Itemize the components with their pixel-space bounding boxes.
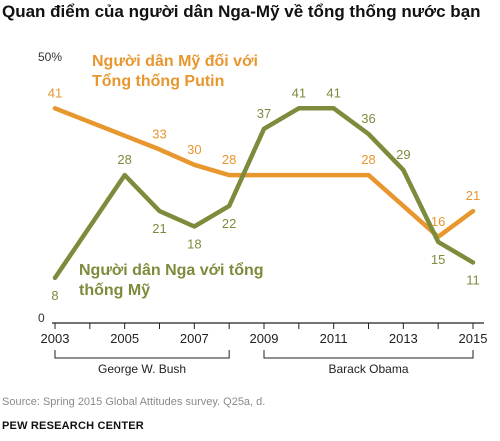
data-label: 21 (466, 188, 480, 203)
series-label-russians-on-us-president: Người dân Nga với tổng thống Mỹ (79, 261, 264, 301)
data-label: 41 (326, 85, 340, 100)
data-label: 30 (187, 142, 201, 157)
presidency-bracket (263, 350, 474, 359)
series-label-line: Người dân Mỹ đối với (92, 53, 258, 70)
presidency-label: George W. Bush (98, 362, 186, 376)
data-label: 28 (117, 152, 131, 167)
axes: 50% 0 2003 2005 2007 2009 2011 2013 2015 (38, 50, 487, 346)
data-label: 41 (292, 85, 306, 100)
y-axis-zero-label: 0 (38, 311, 45, 325)
data-label: 36 (361, 111, 375, 126)
data-label: 15 (431, 252, 445, 267)
source-note: Source: Spring 2015 Global Attitudes sur… (2, 396, 266, 408)
data-label: 28 (222, 152, 236, 167)
data-label: 16 (431, 214, 445, 229)
x-tick-label: 2015 (459, 331, 488, 346)
data-label: 37 (257, 106, 271, 121)
series-lines (52, 106, 476, 281)
x-tick-label: 2005 (110, 331, 139, 346)
series-line (52, 106, 476, 281)
data-label: 33 (152, 126, 166, 141)
data-label: 41 (48, 85, 62, 100)
presidency-brackets: George W. Bush Barack Obama (54, 350, 474, 376)
data-label: 11 (466, 272, 480, 287)
data-label: 18 (187, 236, 201, 251)
x-tick-label: 2011 (320, 331, 348, 346)
presidency-label: Barack Obama (328, 362, 408, 376)
data-label: 29 (396, 147, 410, 162)
series-label-us-on-putin: Người dân Mỹ đối với Tổng thống Putin (92, 52, 258, 92)
data-label: 21 (152, 221, 166, 236)
chart-title: Quan điểm của người dân Nga-Mỹ về tổng t… (2, 2, 481, 21)
x-tick-label: 2003 (41, 331, 70, 346)
series-label-line: Người dân Nga với tổng (79, 262, 264, 279)
data-label: 8 (51, 288, 58, 303)
series-label-line: Tổng thống Putin (92, 73, 225, 90)
presidency-bracket (54, 350, 230, 359)
data-label: 22 (222, 216, 236, 231)
brand-footer: PEW RESEARCH CENTER (2, 420, 144, 432)
y-axis-top-label: 50% (38, 50, 62, 64)
x-tick-label: 2007 (180, 331, 209, 346)
series-label-line: thống Mỹ (79, 282, 151, 299)
x-tick-label: 2009 (250, 331, 279, 346)
data-label: 28 (361, 152, 375, 167)
data-labels: 41 33 30 28 28 16 21 8 28 21 18 22 37 41 41 36 29 15 11 (48, 85, 480, 303)
x-tick-label: 2013 (389, 331, 418, 346)
